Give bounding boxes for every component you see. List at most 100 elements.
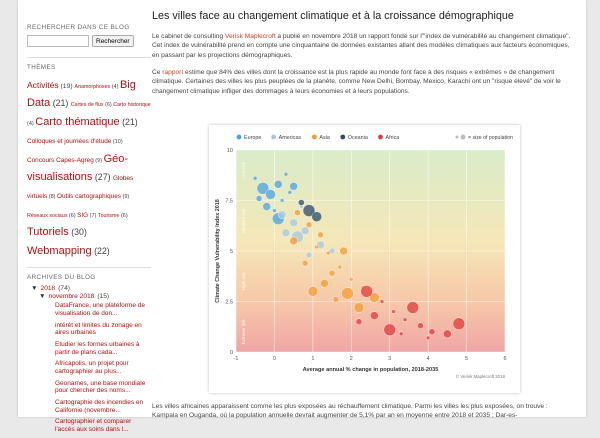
label-link[interactable]: Big Data	[27, 79, 136, 110]
label-link[interactable]: Carto thématique	[35, 115, 120, 128]
data-point	[262, 202, 271, 211]
post-paragraph: Le cabinet de consulting Verisk Maplecro…	[152, 33, 571, 59]
data-point	[417, 322, 424, 329]
archive-month[interactable]: ▼ novembre 2018 (15)	[39, 293, 151, 301]
post-paragraph: Ce rapport estime que 84% des villes don…	[152, 69, 561, 95]
legend-label: Europe	[244, 135, 261, 141]
search-button[interactable]: Rechercher	[92, 35, 134, 47]
data-point	[339, 246, 348, 256]
x-tick-label: 5	[465, 356, 468, 362]
data-point	[281, 228, 291, 238]
data-point	[369, 292, 380, 303]
archive-post-link[interactable]: intérêt et limites du zonage en aires ur…	[55, 321, 142, 337]
size-legend-label: = size of population	[468, 135, 513, 141]
label-link[interactable]: Carto historique	[113, 102, 151, 109]
data-point	[301, 259, 309, 267]
legend-label: Americas	[279, 135, 302, 141]
copyright-label: © Verisk Maplecroft 2018	[456, 374, 506, 379]
data-point	[425, 335, 431, 341]
label-count: (4)	[110, 84, 120, 90]
data-point	[294, 209, 301, 216]
data-point	[317, 231, 324, 239]
archive-post-link[interactable]: DataFrance, une plateforme de visualisat…	[55, 302, 145, 318]
label-link[interactable]: Anamorphoses	[74, 84, 111, 90]
label-count: (21)	[50, 98, 71, 109]
verisk-maplecroft-link[interactable]: Verisk Maplecroft	[224, 33, 276, 40]
y-axis-label: Climate Change Vulnerability Index 2018	[215, 199, 221, 302]
label-link[interactable]: Activités	[27, 80, 59, 90]
x-tick-label: 0	[273, 356, 276, 362]
post-content: Les villes face au changement climatique…	[152, 10, 572, 419]
legend-label: Asia	[319, 135, 330, 141]
label-count: (21)	[119, 116, 138, 127]
size-legend-swatch	[460, 134, 466, 140]
label-link[interactable]: Colloques et journées d'étude	[27, 138, 112, 146]
label-link[interactable]: SIG	[77, 211, 89, 219]
archive-post-link[interactable]: Cartographie des incendies en Californie…	[55, 398, 144, 414]
data-point	[326, 250, 331, 256]
data-point	[443, 329, 452, 339]
archive-post-link[interactable]: Africapolis, un projet pour cartographie…	[55, 360, 129, 375]
data-point	[289, 236, 298, 246]
data-point	[305, 221, 313, 228]
report-link[interactable]: rapport	[162, 69, 184, 77]
risk-band-label: Medium risk	[241, 208, 246, 233]
label-link[interactable]: Réseaux sociaux	[27, 212, 68, 219]
y-tick-label: 0	[230, 350, 233, 356]
post-paragraph: Les villes africaines apparaissent comme…	[152, 403, 548, 420]
data-point	[274, 180, 283, 189]
label-link[interactable]: Concours Capes-Agreg	[27, 156, 94, 164]
data-point	[311, 211, 322, 222]
x-tick-label: 3	[388, 356, 391, 362]
risk-band-label: High risk	[241, 272, 246, 290]
data-point	[360, 285, 373, 298]
label-count: (7)	[88, 212, 98, 219]
archive-post-link[interactable]: Etudier les formes urbaines à partir de …	[55, 341, 140, 356]
label-count: (6)	[119, 212, 128, 219]
archive-month-count: (15)	[97, 293, 110, 301]
label-link[interactable]: Globes virtuels	[27, 174, 134, 201]
label-count: (22)	[91, 245, 110, 256]
archive-year[interactable]: ▼ 2018 (74)	[31, 285, 151, 293]
y-tick-label: 2.5	[225, 300, 233, 306]
data-point	[253, 176, 258, 181]
search-input[interactable]	[27, 35, 89, 47]
archive-post-link[interactable]: Cartographier et comparer l'accès aux so…	[55, 418, 132, 433]
archive-year-link[interactable]: 2018	[40, 284, 56, 292]
x-tick-label: 4	[427, 356, 430, 362]
risk-band-label: Low risk	[241, 161, 246, 178]
label-link[interactable]: Tourisme	[97, 212, 120, 219]
collapse-toggle-icon[interactable]: ▼	[31, 284, 38, 292]
label-count: (27)	[92, 171, 113, 182]
data-point	[399, 331, 404, 337]
data-point	[300, 226, 310, 236]
label-link[interactable]: Tutoriels	[27, 226, 69, 239]
data-point	[305, 251, 313, 259]
label-count: (8)	[47, 194, 58, 201]
divider	[27, 266, 151, 268]
legend-swatch	[312, 134, 317, 140]
label-link[interactable]: Webmapping	[27, 244, 92, 257]
vulnerability-chart[interactable]: Low risk Medium risk High risk Extreme risk…	[209, 125, 520, 393]
data-point	[289, 218, 298, 227]
data-point	[287, 190, 293, 195]
chart-svg: Low risk Medium risk High risk Extreme risk…	[215, 134, 513, 379]
collapse-toggle-icon[interactable]: ▼	[39, 293, 46, 301]
page-container: RECHERCHER DANS CE BLOG Rechercher THÈME…	[18, 0, 586, 433]
label-count: (4)	[27, 120, 36, 127]
legend-swatch	[236, 134, 242, 140]
archive-post-link[interactable]: Geonames, une base mondiale pour cherche…	[55, 379, 146, 395]
label-link[interactable]: Outils cartographiques	[57, 193, 121, 201]
x-axis-label: Average annual % change in population, 2…	[303, 367, 439, 373]
data-point	[353, 302, 365, 313]
label-link[interactable]: Géo-visualisations	[27, 152, 129, 183]
data-point	[314, 244, 319, 250]
data-point	[265, 189, 276, 200]
legend-label: Oceania	[348, 135, 368, 141]
blog-archive: ▼ 2018 (74) ▼ novembre 2018 (15) DataFra…	[27, 285, 151, 434]
y-tick-label: 10	[227, 148, 233, 154]
legend-swatch	[271, 134, 276, 140]
label-link[interactable]: Cartes de flux	[70, 102, 104, 109]
archive-month-link[interactable]: novembre 2018	[48, 293, 95, 301]
data-point	[406, 301, 419, 314]
